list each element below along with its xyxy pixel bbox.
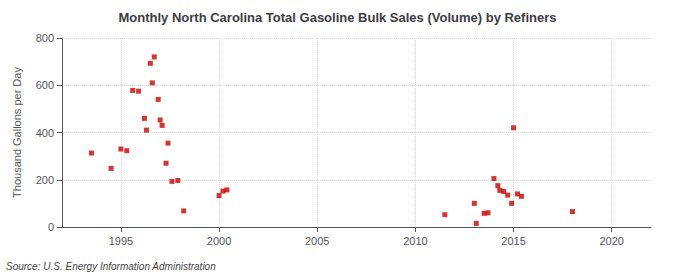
svg-text:2000: 2000 [207,235,231,247]
svg-text:2020: 2020 [599,235,623,247]
svg-text:400: 400 [36,127,54,139]
svg-text:2010: 2010 [403,235,427,247]
svg-text:Monthly North Carolina Total G: Monthly North Carolina Total Gasoline Bu… [119,10,557,25]
svg-text:800: 800 [36,32,54,44]
svg-text:Thousand Gallons per Day: Thousand Gallons per Day [11,67,23,198]
svg-text:200: 200 [36,174,54,186]
svg-text:Source: U.S. Energy Informatio: Source: U.S. Energy Information Administ… [6,261,216,272]
svg-text:0: 0 [48,221,54,233]
svg-text:2005: 2005 [305,235,329,247]
svg-text:2015: 2015 [501,235,525,247]
svg-text:600: 600 [36,79,54,91]
svg-text:1995: 1995 [109,235,133,247]
